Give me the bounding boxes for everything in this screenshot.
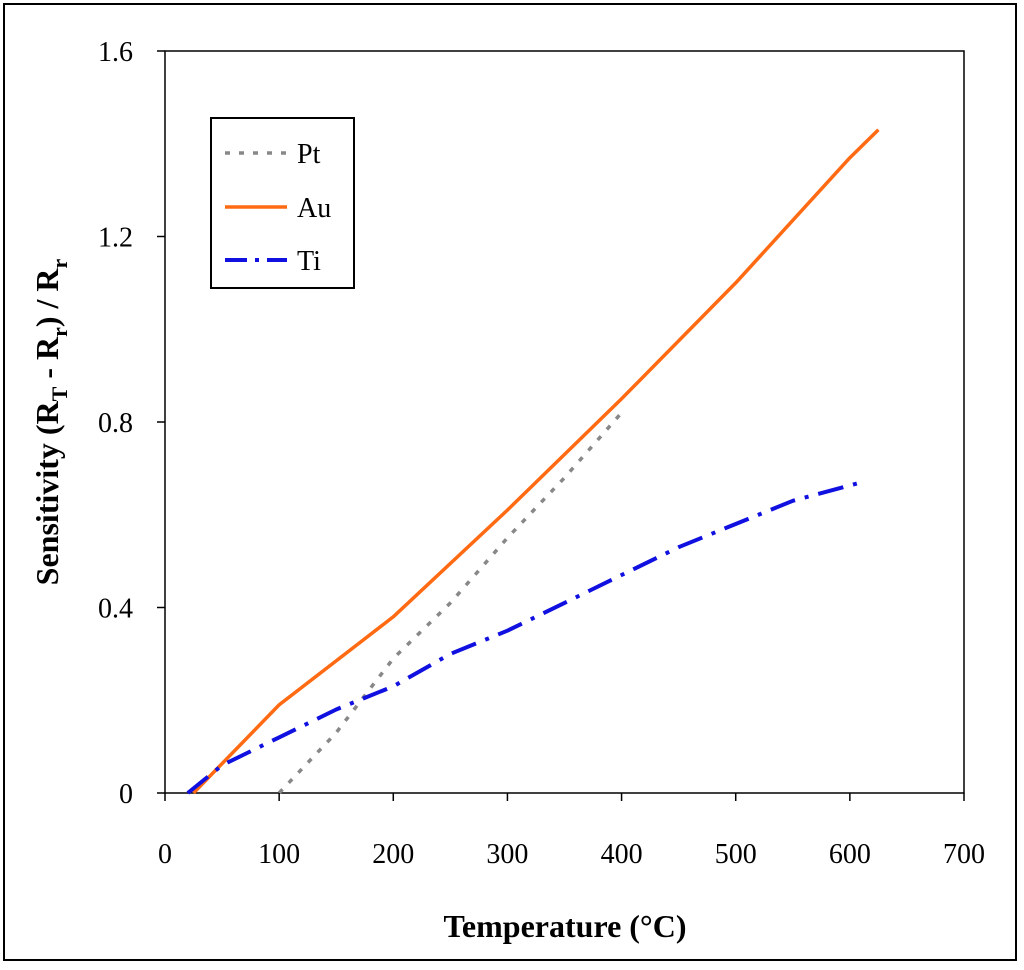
y-axis-title-sub-r1: r <box>47 327 72 337</box>
x-axis-ticks: 0 100 200 300 400 500 600 700 <box>158 793 985 870</box>
x-tick-label: 300 <box>486 839 528 870</box>
x-tick-label: 200 <box>372 839 414 870</box>
x-tick-label: 0 <box>158 839 172 870</box>
y-tick-label: 1.2 <box>98 223 133 254</box>
legend-label-au: Au <box>297 193 331 224</box>
x-axis-title: Temperature (°C) <box>444 908 687 944</box>
chart-frame <box>3 3 1017 961</box>
x-tick-label: 100 <box>258 839 300 870</box>
x-tick-label: 700 <box>943 839 985 870</box>
y-tick-label: 0.4 <box>98 594 133 625</box>
x-tick-label: 400 <box>601 839 643 870</box>
legend-items: Pt Au Ti <box>225 139 331 277</box>
legend-box <box>210 117 355 289</box>
series-line-au <box>192 128 880 795</box>
x-tick-label: 600 <box>829 839 871 870</box>
y-tick-label: 1.6 <box>98 37 133 68</box>
series-line-pt <box>277 411 623 795</box>
y-axis-ticks: 0 0.4 0.8 1.2 1.6 <box>98 37 165 810</box>
legend-label-ti: Ti <box>297 246 321 277</box>
series-layer <box>186 128 880 795</box>
y-axis-title-close: ) / R <box>29 268 65 328</box>
y-axis-title: Sensitivity (RT - Rr) / Rr <box>29 258 72 585</box>
legend-label-pt: Pt <box>297 139 321 170</box>
legend: Pt Au Ti <box>210 117 355 289</box>
y-tick-label: 0.8 <box>98 408 133 439</box>
series-line-ti <box>186 480 862 795</box>
x-tick-label: 500 <box>715 839 757 870</box>
y-tick-label: 0 <box>119 779 133 810</box>
y-axis-title-sub-t: T <box>47 386 72 401</box>
y-axis-title-mid: - R <box>29 336 65 387</box>
y-axis-title-sub-r2: r <box>47 258 72 268</box>
y-axis-title-main: Sensitivity (R <box>29 400 65 585</box>
